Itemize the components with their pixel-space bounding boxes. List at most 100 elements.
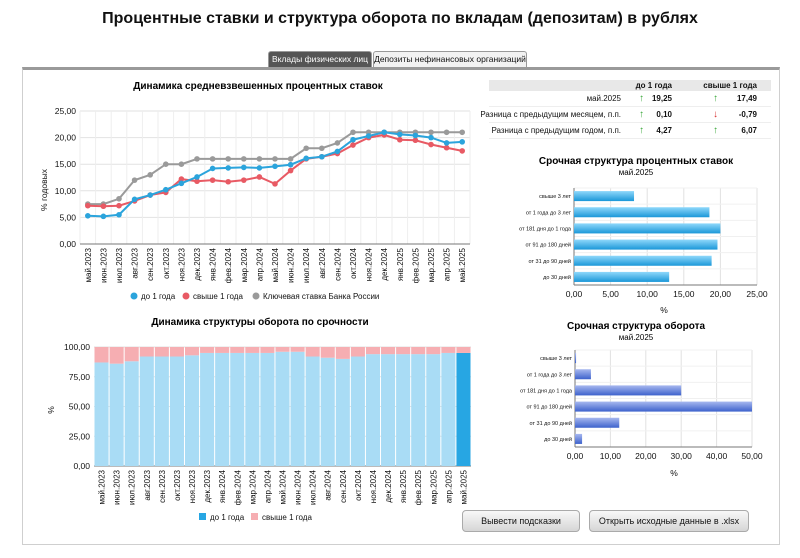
bar-long (200, 347, 215, 353)
data-point (225, 178, 231, 185)
data-point (241, 164, 247, 171)
x-tick-label: 0,00 (566, 289, 583, 299)
rate-structure-title: Срочная структура процентных ставок (539, 156, 734, 167)
bar (574, 271, 670, 282)
x-tick-label: авг.2023 (131, 247, 140, 278)
x-tick-label: ноя.2024 (369, 469, 378, 503)
x-tick-label: май.2024 (279, 469, 288, 504)
data-point (256, 156, 263, 162)
data-point (241, 177, 247, 183)
x-tick-label: июл.2024 (309, 469, 318, 505)
series-line-0 (87, 131, 463, 218)
bar-long (154, 347, 169, 357)
bar-short (154, 356, 169, 466)
legend-swatch-short (130, 292, 138, 300)
turnover-structure-chart: Срочная структура оборота май.2025 % 0,0… (520, 320, 763, 478)
rates-chart-legend: до 1 года свыше 1 года Ключевая ставка Б… (130, 292, 379, 301)
bar-short (215, 352, 230, 466)
x-tick-label: мар.2024 (240, 247, 249, 282)
bar-short (411, 354, 426, 466)
bar-short (426, 354, 441, 466)
x-tick-label: дек.2023 (193, 247, 202, 280)
x-tick-label: июн.2023 (113, 469, 122, 504)
data-point (147, 172, 153, 178)
bar-long (350, 347, 365, 357)
category-label: свыше 3 лет (539, 194, 571, 200)
x-tick-label: ноя.2023 (188, 469, 197, 503)
x-tick-label: окт.2024 (349, 247, 358, 278)
turnover-chart-legend: до 1 года свыше 1 года (199, 513, 312, 522)
y-tick-label: 25,00 (55, 106, 77, 116)
trend-arrow-icon: ↑ (713, 125, 718, 136)
turnover-chart-ylabel: % (46, 406, 56, 414)
rates-chart-title: Динамика средневзвешенных процентных ста… (133, 81, 383, 92)
x-tick-label: дек.2024 (380, 247, 389, 280)
download-xlsx-button[interactable]: Открыть исходные данные в .xlsx (589, 510, 749, 532)
legend-label-short: до 1 года (141, 292, 176, 301)
x-tick-label: янв.2025 (396, 247, 405, 281)
data-point (116, 211, 122, 218)
bar-short (381, 354, 396, 466)
bar (574, 255, 712, 266)
data-point (443, 144, 450, 151)
bar-short (335, 358, 350, 466)
category-label: от 181 дня до 1 года (519, 226, 572, 232)
header-short-term: до 1 года (635, 81, 672, 90)
x-tick-label: янв.2024 (218, 469, 227, 503)
y-tick-label: 0,00 (73, 461, 90, 471)
x-tick-label: фев.2025 (414, 469, 423, 505)
tab-individual-deposits[interactable]: Вклады физических лиц (268, 51, 372, 67)
x-tick-label: апр.2024 (255, 247, 264, 281)
bar-short (200, 352, 215, 466)
x-tick-label: 30,00 (671, 451, 693, 461)
legend-swatch-key (252, 292, 260, 300)
data-point (194, 174, 200, 180)
x-tick-label: 25,00 (746, 289, 768, 299)
bar-long (441, 347, 456, 353)
summary-row-label: Разница с предыдущим месяцем, п.п. (480, 110, 621, 119)
x-tick-label: июн.2023 (99, 247, 108, 282)
bar (575, 433, 583, 444)
bar-short (396, 354, 411, 466)
data-point (100, 213, 107, 220)
summary-row: май.2025 ↑ 19,25 ↑ 17,49 (489, 91, 771, 107)
data-point (428, 134, 434, 141)
turnover-stacked-chart: Динамика структуры оборота по срочности … (46, 316, 471, 522)
data-point (459, 139, 466, 145)
turnover-chart-title: Динамика структуры оборота по срочности (151, 316, 368, 328)
x-tick-label: ноя.2023 (177, 247, 186, 281)
legend-label-short-turnover: до 1 года (210, 513, 245, 522)
x-tick-label: 10,00 (600, 451, 622, 461)
x-tick-label: май.2023 (98, 469, 107, 504)
data-point (381, 129, 388, 136)
data-point (319, 153, 325, 160)
y-tick-label: 50,00 (69, 402, 91, 412)
bar-short (441, 352, 456, 466)
bar-long (320, 347, 335, 358)
header-long-term: свыше 1 года (703, 81, 757, 90)
bar-short (305, 356, 320, 466)
tab-organization-deposits[interactable]: Депозиты нефинансовых организаций (373, 51, 527, 67)
rate-structure-chart: Срочная структура процентных ставок май.… (519, 156, 768, 315)
y-tick-label: 20,00 (55, 133, 77, 143)
x-tick-label: мар.2025 (429, 469, 438, 504)
bar-short (124, 361, 139, 466)
data-point (116, 195, 122, 202)
bar-short (275, 351, 290, 466)
rates-line-chart: Динамика средневзвешенных процентных ста… (39, 81, 471, 301)
data-point (178, 176, 185, 182)
data-point (163, 186, 169, 193)
data-point (194, 178, 200, 185)
x-tick-label: ноя.2024 (365, 247, 374, 281)
legend-label-long: свыше 1 года (193, 292, 243, 301)
data-point (131, 196, 138, 203)
x-tick-label: окт.2023 (173, 469, 182, 500)
bar-short (320, 357, 335, 466)
data-point (100, 203, 107, 210)
data-point (334, 148, 341, 155)
data-point (334, 140, 341, 146)
bar-long (94, 347, 109, 363)
show-hints-button[interactable]: Вывести подсказки (462, 510, 580, 532)
x-tick-label: 20,00 (635, 451, 657, 461)
bar-long (184, 347, 200, 356)
